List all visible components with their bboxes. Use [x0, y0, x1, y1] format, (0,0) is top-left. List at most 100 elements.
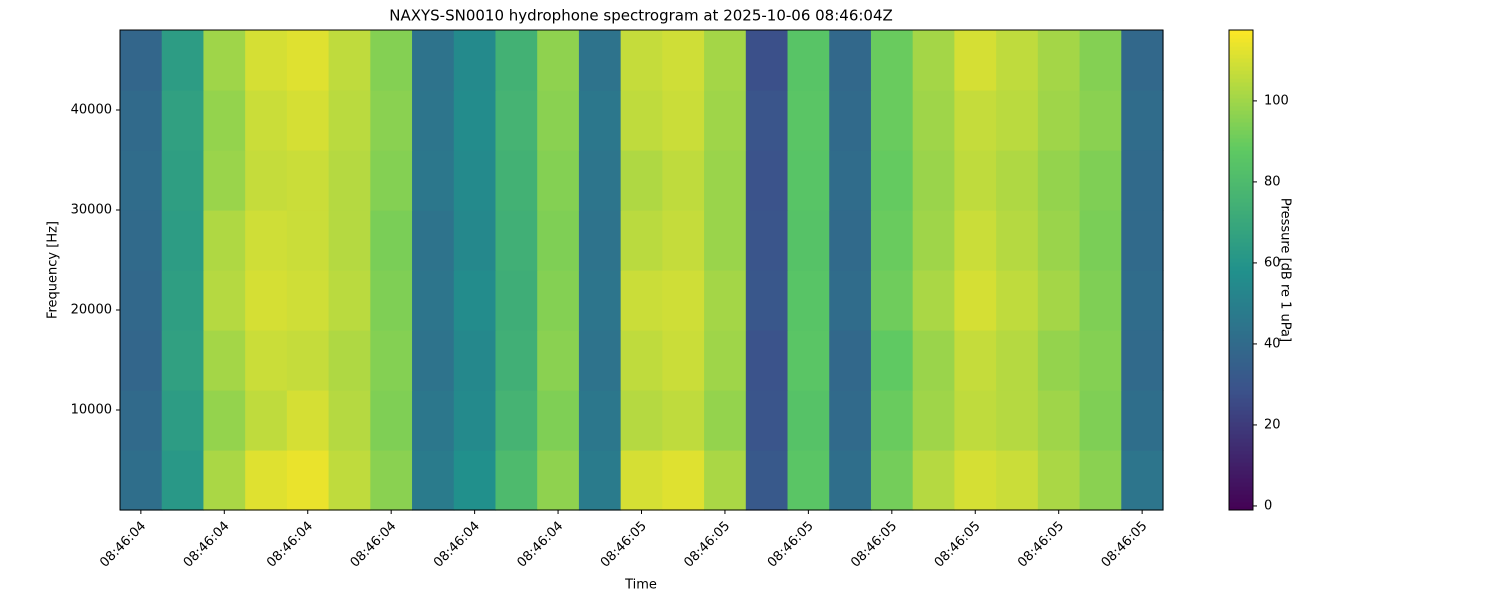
heatmap-cell — [996, 90, 1039, 151]
heatmap-cell — [453, 450, 497, 511]
heatmap-cell — [662, 390, 705, 451]
x-tick-label: 08:46:04 — [514, 519, 566, 571]
heatmap-cell — [537, 330, 580, 391]
heatmap-cell — [245, 210, 288, 271]
heatmap-cell — [412, 150, 455, 211]
heatmap-cell — [537, 270, 580, 331]
colorbar-segment — [1229, 454, 1253, 459]
heatmap-cell — [453, 150, 497, 211]
heatmap-cell — [537, 210, 580, 271]
heatmap-cell — [745, 150, 789, 211]
heatmap-cell — [537, 150, 580, 211]
colorbar-segment — [1229, 286, 1253, 291]
heatmap-cell — [662, 150, 705, 211]
heatmap-cell — [745, 450, 789, 511]
colorbar-segment — [1229, 410, 1253, 415]
colorbar-segment — [1229, 402, 1253, 407]
heatmap-cell — [245, 390, 288, 451]
colorbar-segment — [1229, 162, 1253, 167]
heatmap-cell — [1079, 150, 1122, 211]
heatmap-cell — [328, 210, 371, 271]
heatmap-cell — [745, 30, 789, 91]
heatmap-cell — [578, 270, 622, 331]
heatmap-cell — [996, 150, 1039, 211]
heatmap-cell — [620, 210, 663, 271]
heatmap-cell — [578, 150, 622, 211]
heatmap-cell — [787, 90, 830, 151]
chart-title: NAXYS-SN0010 hydrophone spectrogram at 2… — [389, 7, 893, 25]
colorbar-segment — [1229, 174, 1253, 179]
colorbar-segment — [1229, 158, 1253, 163]
heatmap-cell — [328, 30, 371, 91]
colorbar-segment — [1229, 70, 1253, 75]
heatmap-cell — [1079, 210, 1122, 271]
heatmap-cell — [745, 330, 789, 391]
x-tick-label: 08:46:05 — [932, 519, 984, 571]
colorbar-segment — [1229, 134, 1253, 139]
heatmap-cell — [453, 90, 497, 151]
heatmap-cell — [453, 270, 497, 331]
heatmap-cell — [161, 30, 205, 91]
colorbar-segment — [1229, 426, 1253, 431]
colorbar-segment — [1229, 314, 1253, 319]
heatmap-cell — [787, 210, 830, 271]
colorbar-tick-label: 100 — [1264, 93, 1289, 108]
heatmap-cell — [662, 450, 705, 511]
colorbar-segment — [1229, 214, 1253, 219]
heatmap-cell — [829, 150, 872, 211]
x-tick-label: 08:46:04 — [431, 519, 483, 571]
heatmap-cell — [704, 210, 747, 271]
heatmap-cell — [370, 270, 413, 331]
colorbar-segment — [1229, 234, 1253, 239]
heatmap-cell — [620, 450, 663, 511]
heatmap-cell — [1121, 450, 1164, 511]
heatmap-cell — [412, 210, 455, 271]
colorbar-segment — [1229, 198, 1253, 203]
heatmap-cell — [537, 90, 580, 151]
heatmap-cell — [495, 150, 538, 211]
heatmap-cell — [495, 450, 538, 511]
colorbar-segment — [1229, 394, 1253, 399]
colorbar-segment — [1229, 478, 1253, 483]
heatmap-cell — [161, 390, 205, 451]
colorbar-segment — [1229, 494, 1253, 499]
heatmap-cell — [1037, 90, 1081, 151]
colorbar-segment — [1229, 78, 1253, 83]
heatmap-cell — [1121, 30, 1164, 91]
heatmap-cell — [829, 30, 872, 91]
heatmap-cell — [328, 90, 371, 151]
colorbar-segment — [1229, 386, 1253, 391]
heatmap-cell — [662, 90, 705, 151]
heatmap-cell — [286, 450, 330, 511]
heatmap-cell — [1037, 270, 1081, 331]
heatmap-cell — [203, 330, 246, 391]
heatmap-cell — [954, 270, 997, 331]
colorbar-segment — [1229, 282, 1253, 287]
heatmap-cell — [412, 90, 455, 151]
colorbar-segment — [1229, 254, 1253, 259]
colorbar-segment — [1229, 434, 1253, 439]
heatmap-cell — [996, 330, 1039, 391]
heatmap-cell — [161, 150, 205, 211]
colorbar-segment — [1229, 398, 1253, 403]
heatmap-cell — [870, 210, 914, 271]
colorbar-segment — [1229, 178, 1253, 183]
heatmap-cell — [328, 450, 371, 511]
colorbar-segment — [1229, 82, 1253, 87]
heatmap-cell — [1079, 270, 1122, 331]
colorbar-segment — [1229, 318, 1253, 323]
heatmap-cell — [495, 30, 538, 91]
heatmap-cell — [1037, 150, 1081, 211]
heatmap-cell — [370, 150, 413, 211]
heatmap-cell — [120, 210, 163, 271]
colorbar-segment — [1229, 246, 1253, 251]
colorbar-segment — [1229, 338, 1253, 343]
heatmap-cell — [912, 210, 955, 271]
colorbar-segment — [1229, 334, 1253, 339]
colorbar-segment — [1229, 126, 1253, 131]
heatmap-cell — [1037, 330, 1081, 391]
heatmap-cell — [412, 270, 455, 331]
heatmap-cell — [870, 450, 914, 511]
colorbar-segment — [1229, 270, 1253, 275]
heatmap-cell — [286, 270, 330, 331]
